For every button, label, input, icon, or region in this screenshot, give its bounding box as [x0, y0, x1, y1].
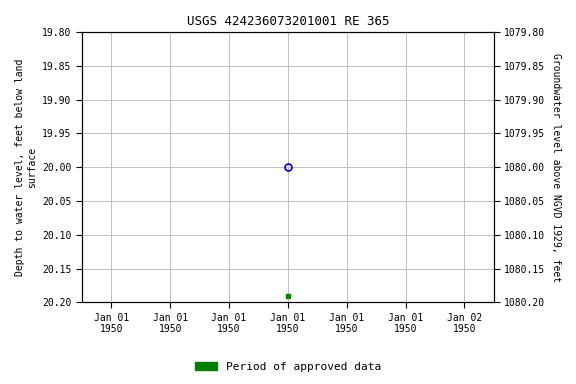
Y-axis label: Groundwater level above NGVD 1929, feet: Groundwater level above NGVD 1929, feet	[551, 53, 561, 282]
Legend: Period of approved data: Period of approved data	[191, 358, 385, 377]
Y-axis label: Depth to water level, feet below land
surface: Depth to water level, feet below land su…	[15, 58, 37, 276]
Title: USGS 424236073201001 RE 365: USGS 424236073201001 RE 365	[187, 15, 389, 28]
